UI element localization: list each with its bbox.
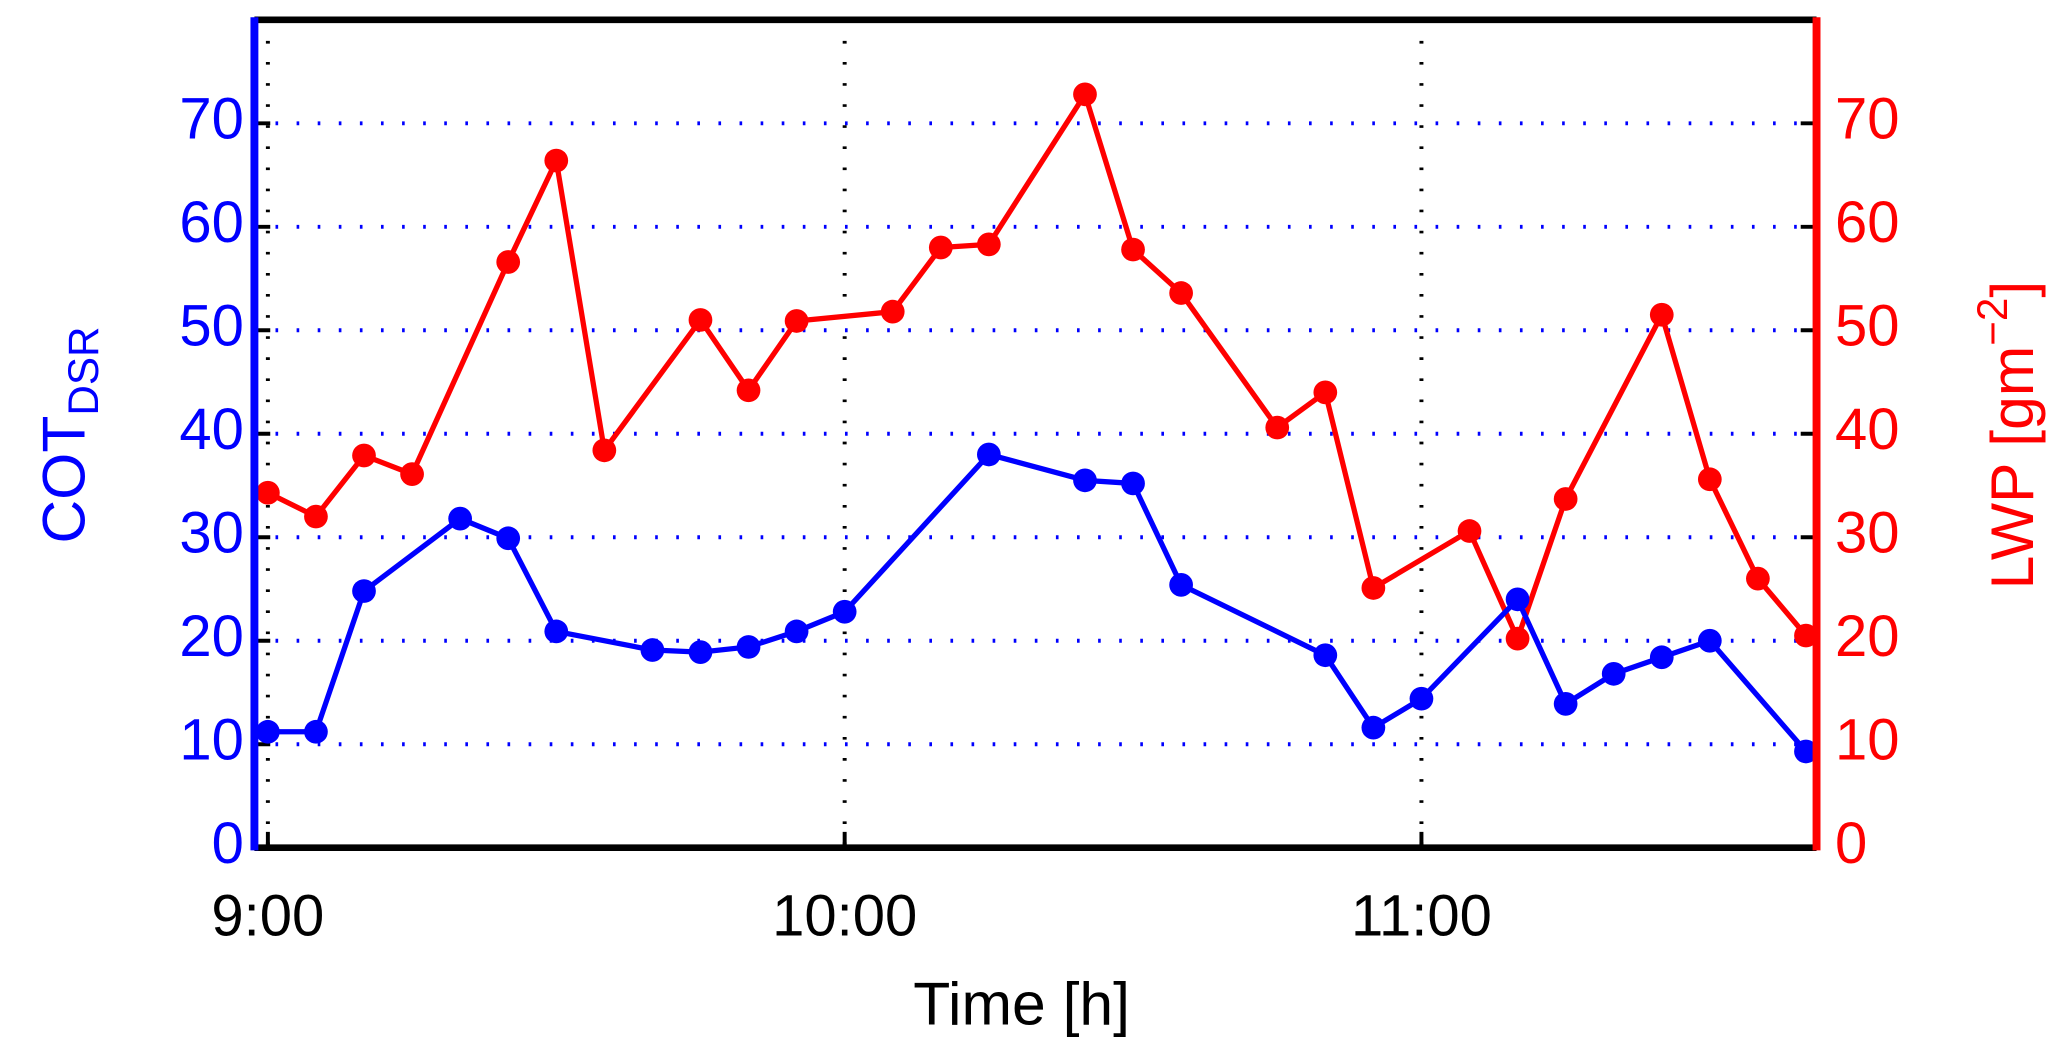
data-point: [352, 443, 376, 468]
data-point: [736, 378, 761, 403]
data-point: [1169, 281, 1193, 305]
y2-axis-label-sup: −2: [1969, 298, 2016, 346]
plot-area: [256, 82, 1817, 764]
data-point: [1121, 471, 1145, 496]
data-point: [736, 635, 761, 659]
y2-tick-label: 40: [1835, 397, 1900, 462]
y2-axis-label-text: LWP [gm: [1978, 346, 2046, 590]
data-point: [400, 462, 424, 486]
data-point: [352, 579, 376, 603]
y-tick-label: 60: [179, 190, 244, 255]
data-point: [1361, 715, 1386, 740]
data-point: [256, 480, 280, 505]
y2-tick-label: 30: [1835, 501, 1900, 566]
data-point: [1697, 467, 1722, 492]
data-point: [1649, 302, 1674, 327]
x-tick-label: 10:00: [772, 884, 917, 949]
data-point: [1073, 82, 1097, 107]
y-axis-label-text: COT: [30, 416, 98, 544]
data-point: [304, 719, 328, 744]
data-point: [784, 309, 809, 333]
data-point: [1313, 380, 1338, 405]
data-point: [1313, 643, 1338, 668]
data-point: [1794, 739, 1817, 764]
data-point: [592, 438, 617, 463]
data-point: [1505, 626, 1530, 651]
data-point: [976, 442, 1001, 467]
y2-tick-label: 10: [1835, 708, 1900, 773]
data-point: [544, 148, 569, 173]
data-point: [1169, 572, 1193, 597]
data-point: [1457, 519, 1482, 543]
data-point: [1649, 645, 1674, 670]
y2-tick-label: 50: [1835, 294, 1900, 359]
y2-tick-label: 60: [1835, 190, 1900, 255]
data-point: [1697, 628, 1722, 653]
data-point: [1361, 576, 1386, 600]
data-point: [496, 250, 521, 274]
data-point: [688, 308, 713, 332]
data-point: [1746, 566, 1770, 591]
data-point: [1794, 623, 1817, 648]
x-tick-label: 9:00: [211, 884, 324, 949]
y2-tick-label: 20: [1835, 604, 1900, 669]
data-point: [1601, 661, 1626, 686]
data-point: [784, 619, 809, 644]
y-axis-label-sub: DSR: [60, 327, 107, 416]
data-point: [928, 235, 953, 260]
y2-tick-label: 0: [1835, 811, 1867, 876]
x-axis-label: Time [h]: [913, 970, 1130, 1038]
y-tick-label: 70: [179, 87, 244, 152]
data-point: [880, 299, 905, 324]
y-tick-label: 0: [212, 811, 244, 876]
y-tick-label: 40: [179, 397, 244, 462]
y-tick-label: 10: [179, 708, 244, 773]
data-point: [1409, 686, 1434, 711]
y-tick-label: 30: [179, 501, 244, 566]
data-point: [1553, 691, 1578, 716]
y-tick-label: 50: [179, 294, 244, 359]
data-point: [1121, 237, 1145, 262]
data-point: [1553, 487, 1578, 511]
y2-axis-label: LWP [gm−2]: [1969, 281, 2046, 590]
data-point: [1505, 587, 1530, 612]
y-tick-label: 20: [179, 604, 244, 669]
data-point: [496, 526, 521, 551]
data-point: [304, 504, 328, 529]
data-point: [544, 619, 569, 644]
data-point: [832, 599, 857, 624]
data-point: [976, 232, 1001, 257]
data-point: [448, 506, 473, 531]
data-point: [640, 638, 665, 662]
series-line: [266, 91, 1808, 642]
data-point: [1265, 415, 1290, 440]
data-point: [1073, 468, 1097, 493]
data-point: [688, 640, 713, 664]
data-point: [256, 719, 280, 744]
y-axis-label: COTDSR: [30, 327, 108, 544]
y2-tick-label: 70: [1835, 87, 1900, 152]
y2-axis-label-end: ]: [1978, 281, 2046, 298]
x-tick-label: 11:00: [1351, 884, 1492, 949]
